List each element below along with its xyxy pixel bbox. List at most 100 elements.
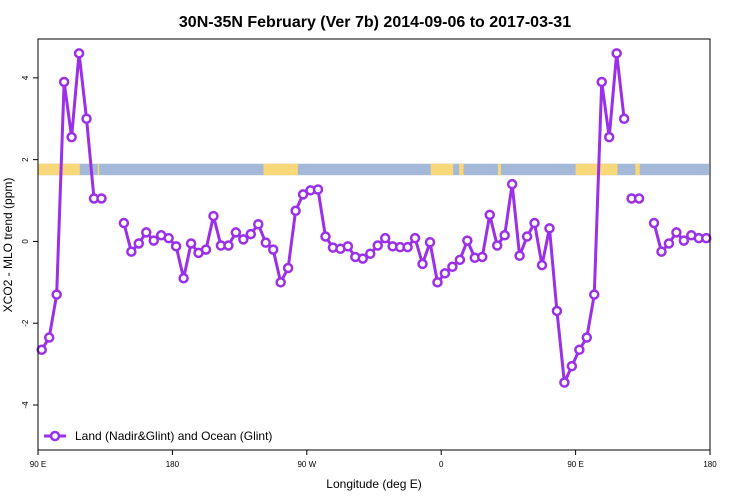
y-tick-label: -4 [21,401,30,409]
data-point [424,237,436,248]
data-point [656,246,667,257]
data-point [73,48,85,59]
data-point [477,251,488,263]
data-point [200,244,212,255]
data-point [439,268,451,279]
y-tick-label: 0 [21,239,30,244]
data-point [402,241,413,253]
data-point [185,238,197,249]
data-point [671,227,682,238]
plot-frame [37,38,711,451]
data-point [678,235,690,246]
data-point [514,250,525,261]
y-tick-label: -2 [21,319,30,327]
series-line [122,51,626,385]
data-point [581,332,593,343]
land-strip-segment [459,163,464,176]
land-strip-segment [430,163,454,176]
data-point [223,240,234,251]
legend-label: Land (Nadir&Glint) and Ocean (Glint) [75,429,272,443]
x-axis-label: Longitude (deg E) [326,477,421,491]
data-point [357,253,369,264]
y-tick-label: 2 [21,157,30,162]
data-point [36,344,47,356]
data-point [432,277,443,288]
data-point [566,360,578,372]
x-axis: 90 E 180 90 W 0 90 E 180 [30,450,717,469]
data-point [574,344,585,356]
y-axis-label: XCO2 - MLO trend (ppm) [1,178,15,313]
data-point [611,48,622,59]
data-point [521,231,533,242]
data-point [417,258,428,270]
data-point [126,246,137,257]
data-point [529,217,540,229]
chart-title: 30N-35N February (Ver 7b) 2014-09-06 to … [179,14,571,31]
data-point [618,113,630,124]
data-point [536,259,548,271]
legend-marker [49,430,61,442]
data-point [551,305,563,317]
data-point [163,232,174,244]
land-strip-segment [635,163,640,176]
data-point [58,76,70,88]
data-point [43,332,55,343]
y-tick-label: 4 [21,75,30,80]
data-point [559,377,570,388]
x-tick-label: 90 E [567,460,583,469]
x-tick-label: 180 [703,460,717,469]
land-strip-segment [38,163,80,176]
data-point [178,272,189,284]
data-point [230,227,242,238]
ocean-strip [39,163,709,176]
land-strip-segment [497,163,501,176]
data-point [253,219,264,230]
plot-area [36,48,712,388]
data-point [603,131,615,143]
legend: Land (Nadir&Glint) and Ocean (Glint) [44,429,272,443]
data-point [260,237,271,248]
data-point [133,238,145,249]
data-point [379,232,391,244]
data-point [484,209,495,221]
data-point [267,244,279,255]
data-point [245,228,257,240]
x-tick-label: 90 W [297,460,316,469]
data-point [447,261,458,273]
data-point [96,193,107,204]
data-point [297,189,309,200]
data-point [701,232,712,244]
data-point [506,178,518,190]
data-point [454,254,466,266]
data-point [365,248,376,259]
data-point [462,235,473,246]
data-point [544,223,555,234]
y-axis: -4 -2 0 2 4 [21,75,38,409]
data-point [290,205,301,217]
data-point [118,217,130,229]
data-point [238,234,249,245]
data-point [170,241,182,252]
data-point [648,217,660,229]
x-tick-label: 0 [439,460,444,469]
data-point [208,210,219,222]
data-point [633,193,645,204]
land-strip-segment [263,163,298,176]
data-point [342,241,354,252]
land-strip-segment [97,163,100,176]
data-point [320,231,331,242]
data-point [66,131,77,143]
data-point [491,240,503,251]
data-point [589,289,600,300]
x-tick-label: 180 [166,460,180,469]
data-point [372,240,383,251]
data-point [275,277,286,288]
data-point [663,238,675,249]
data-point [409,232,421,244]
data-point [282,262,294,274]
data-point [148,235,159,246]
data-point [499,230,510,241]
data-point [81,113,92,124]
data-point [141,227,152,238]
